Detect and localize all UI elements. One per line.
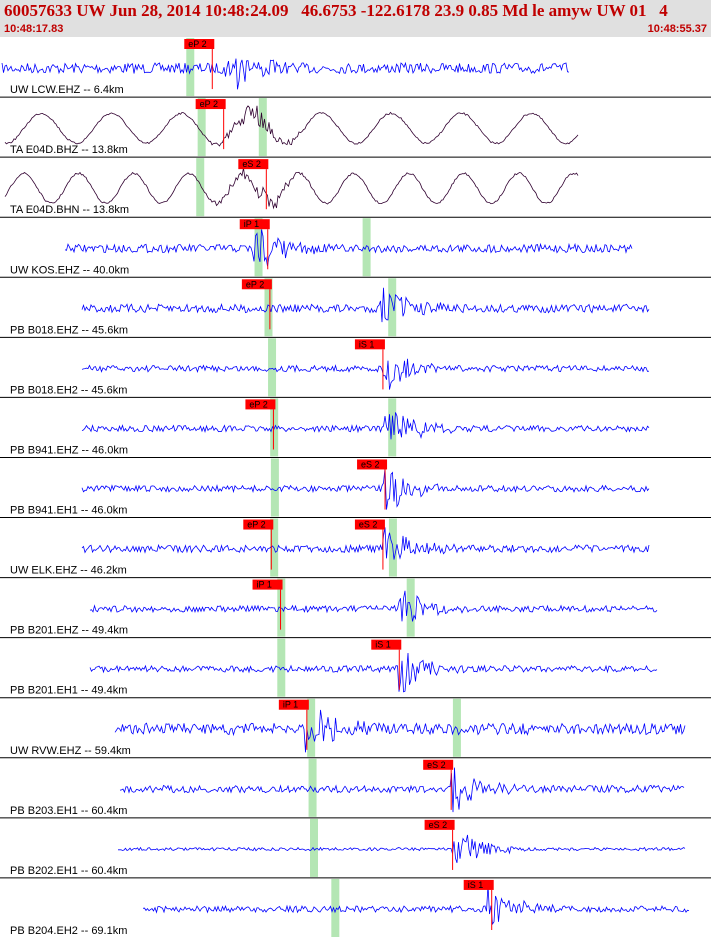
- trace-row: iS 1 PB B018.EH2 -- 45.6km: [0, 336, 711, 397]
- trace-row: eP 2 PB B941.EHZ -- 46.0km: [0, 396, 711, 457]
- analysis-window: [388, 278, 397, 337]
- pick-label: iS 1: [468, 880, 484, 890]
- waveform-trace: [118, 834, 686, 864]
- pick-label: iS 1: [375, 640, 391, 650]
- analysis-window: [277, 578, 286, 637]
- pick-marker[interactable]: [423, 759, 454, 770]
- trace-row: eS 2 TA E04D.BHN -- 13.8km: [0, 156, 711, 217]
- station-label: PB B201.EH1 -- 49.4km: [10, 685, 127, 697]
- station-label: UW LCW.EHZ -- 6.4km: [10, 84, 124, 96]
- analysis-window: [308, 758, 317, 817]
- pick-label: eP 2: [188, 39, 206, 49]
- pick-marker[interactable]: [195, 99, 226, 110]
- station-label: PB B204.EH2 -- 69.1km: [10, 925, 127, 937]
- station-label: PB B941.EH1 -- 46.0km: [10, 505, 127, 517]
- station-label: PB B201.EHZ -- 49.4km: [10, 625, 128, 637]
- analysis-window: [277, 638, 286, 697]
- trace-row: eP 2 UW LCW.EHZ -- 6.4km: [1, 38, 570, 97]
- station-label: PB B018.EH2 -- 45.6km: [10, 384, 127, 396]
- pick-marker[interactable]: [278, 699, 309, 710]
- analysis-window: [197, 98, 206, 157]
- pick-label: eP 2: [246, 279, 264, 289]
- header-bar: 60057633 UW Jun 28, 2014 10:48:24.09 46.…: [0, 0, 711, 37]
- pick-marker[interactable]: [245, 399, 276, 410]
- station-label: PB B018.EHZ -- 45.6km: [10, 324, 128, 336]
- trace-row: iS 1 PB B201.EH1 -- 49.4km: [0, 637, 711, 697]
- analysis-window: [388, 398, 397, 457]
- station-label: TA E04D.BHN -- 13.8km: [10, 204, 129, 216]
- waveform-trace: [64, 229, 633, 267]
- trace-row: iS 1 PB B204.EH2 -- 69.1km: [0, 877, 711, 937]
- waveform-trace: [81, 467, 650, 510]
- pick-label: eS 2: [427, 760, 446, 770]
- trace-row: eP 2 PB B018.EHZ -- 45.6km: [0, 276, 711, 337]
- waveform-trace: [81, 412, 650, 440]
- analysis-window: [254, 218, 263, 277]
- waveform-trace: [81, 527, 650, 560]
- station-label: UW KOS.EHZ -- 40.0km: [10, 264, 129, 276]
- waveform-trace: [1, 58, 570, 90]
- waveform-trace: [119, 767, 685, 813]
- station-label: TA E04D.BHZ -- 13.8km: [10, 144, 128, 156]
- trace-row: eS 2 PB B203.EH1 -- 60.4km: [0, 757, 711, 817]
- pick-marker[interactable]: [241, 279, 272, 290]
- trace-row: eP 2 eS 2 UW ELK.EHZ -- 46.2km: [0, 517, 711, 577]
- trace-row: eP 2 TA E04D.BHZ -- 13.8km: [0, 96, 711, 157]
- waveform-trace: [89, 590, 658, 622]
- waveform-trace: [81, 358, 650, 390]
- analysis-window: [452, 698, 461, 757]
- pick-label: eS 2: [429, 820, 448, 830]
- waveform-trace: [114, 709, 686, 753]
- pick-marker[interactable]: [243, 519, 274, 530]
- pick-label: eS 2: [361, 459, 380, 469]
- trace-row: iP 1 UW KOS.EHZ -- 40.0km: [0, 216, 711, 277]
- station-label: PB B202.EH1 -- 60.4km: [10, 865, 127, 877]
- pick-label: iS 1: [359, 339, 375, 349]
- analysis-window: [270, 398, 279, 457]
- station-label: UW RVW.EHZ -- 59.4km: [10, 745, 131, 757]
- pick-label: iP 1: [244, 219, 259, 229]
- pick-marker[interactable]: [354, 519, 385, 530]
- pick-marker[interactable]: [371, 639, 402, 650]
- trace-row: eS 2 PB B202.EH1 -- 60.4km: [0, 817, 711, 877]
- station-label: UW ELK.EHZ -- 46.2km: [10, 565, 127, 577]
- pick-label: iP 1: [257, 580, 272, 590]
- pick-label: iP 1: [283, 700, 298, 710]
- pick-label: eS 2: [359, 520, 378, 530]
- pick-marker[interactable]: [238, 159, 269, 170]
- pick-label: eP 2: [200, 99, 218, 109]
- waveform-trace: [142, 884, 690, 926]
- pick-label: eS 2: [242, 159, 261, 169]
- pick-marker[interactable]: [354, 339, 385, 350]
- waveform-trace: [81, 287, 650, 323]
- analysis-window: [309, 818, 318, 877]
- pick-marker[interactable]: [424, 819, 455, 830]
- analysis-window: [331, 878, 340, 937]
- trace-row: eS 2 PB B941.EH1 -- 46.0km: [0, 456, 711, 517]
- pick-marker[interactable]: [463, 879, 494, 890]
- analysis-window: [362, 218, 371, 277]
- analysis-window: [264, 278, 273, 337]
- pick-label: eP 2: [249, 399, 267, 409]
- analysis-window: [186, 38, 195, 97]
- end-time: 10:48:55.37: [647, 23, 707, 35]
- pick-label: eP 2: [247, 520, 265, 530]
- analysis-window: [196, 158, 205, 217]
- pick-marker[interactable]: [252, 579, 283, 590]
- start-time: 10:48:17.83: [4, 23, 64, 35]
- station-label: PB B203.EH1 -- 60.4km: [10, 805, 127, 817]
- waveform-trace: [4, 105, 579, 147]
- analysis-window: [270, 458, 279, 517]
- pick-marker[interactable]: [239, 219, 270, 230]
- analysis-window: [268, 338, 277, 397]
- waveform-trace: [89, 652, 658, 693]
- seismogram-plot: eP 2 UW LCW.EHZ -- 6.4km eP 2 TA E04D.BHZ -…: [0, 38, 711, 937]
- pick-marker[interactable]: [184, 39, 215, 49]
- trace-row: iP 1 PB B201.EHZ -- 49.4km: [0, 577, 711, 637]
- waveform-trace: [4, 167, 579, 210]
- event-title: 60057633 UW Jun 28, 2014 10:48:24.09 46.…: [4, 1, 668, 20]
- station-label: PB B941.EHZ -- 46.0km: [10, 444, 128, 456]
- trace-row: iP 1 UW RVW.EHZ -- 59.4km: [0, 697, 711, 757]
- pick-marker[interactable]: [357, 459, 388, 470]
